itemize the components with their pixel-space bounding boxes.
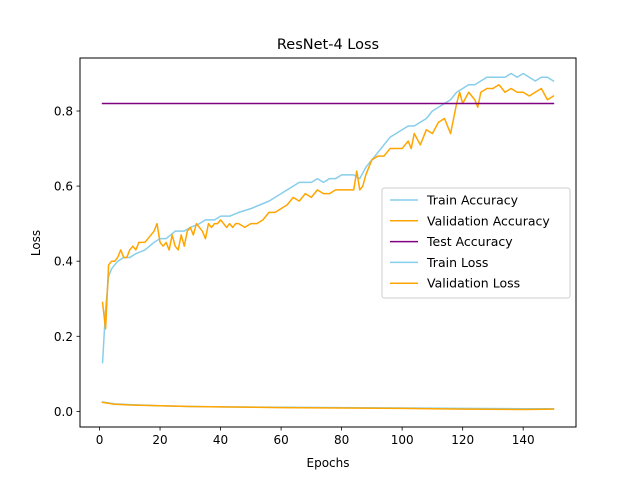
x-tick-label: 80 <box>334 433 349 447</box>
plot-series <box>101 72 555 411</box>
x-tick-label: 20 <box>152 433 167 447</box>
y-tick-label: 0.8 <box>54 105 73 119</box>
y-axis-label: Loss <box>29 230 43 256</box>
legend-label-validation-loss: Validation Loss <box>427 276 520 291</box>
x-axis-label: Epochs <box>307 456 350 470</box>
plot-frame <box>79 57 577 428</box>
x-tick-label: 100 <box>391 433 414 447</box>
x-tick-label: 0 <box>96 433 104 447</box>
x-tick-label: 40 <box>213 433 228 447</box>
series-line-validation-accuracy <box>101 83 555 330</box>
y-tick-label: 0.2 <box>54 330 73 344</box>
legend: Train Accuracy Validation Accuracy Test Ac… <box>381 187 571 299</box>
legend-label-train-accuracy: Train Accuracy <box>426 193 519 208</box>
y-tick-label: 0.6 <box>54 180 73 194</box>
y-axis-ticks: 0.0 0.2 0.4 0.6 0.8 <box>54 105 80 419</box>
legend-label-validation-accuracy: Validation Accuracy <box>427 213 550 228</box>
legend-label-train-loss: Train Loss <box>426 255 488 270</box>
x-axis-ticks: 0 20 40 60 80 100 120 140 <box>96 427 535 447</box>
series-line-validation-loss <box>101 401 555 411</box>
x-tick-label: 120 <box>451 433 474 447</box>
y-tick-label: 0.4 <box>54 255 73 269</box>
chart-title: ResNet-4 Loss <box>277 37 379 53</box>
y-tick-label: 0.0 <box>54 405 73 419</box>
legend-box <box>381 187 571 299</box>
x-tick-label: 140 <box>512 433 535 447</box>
x-tick-label: 60 <box>273 433 288 447</box>
series-line-train-accuracy <box>101 72 555 364</box>
legend-label-test-accuracy: Test Accuracy <box>426 234 513 249</box>
